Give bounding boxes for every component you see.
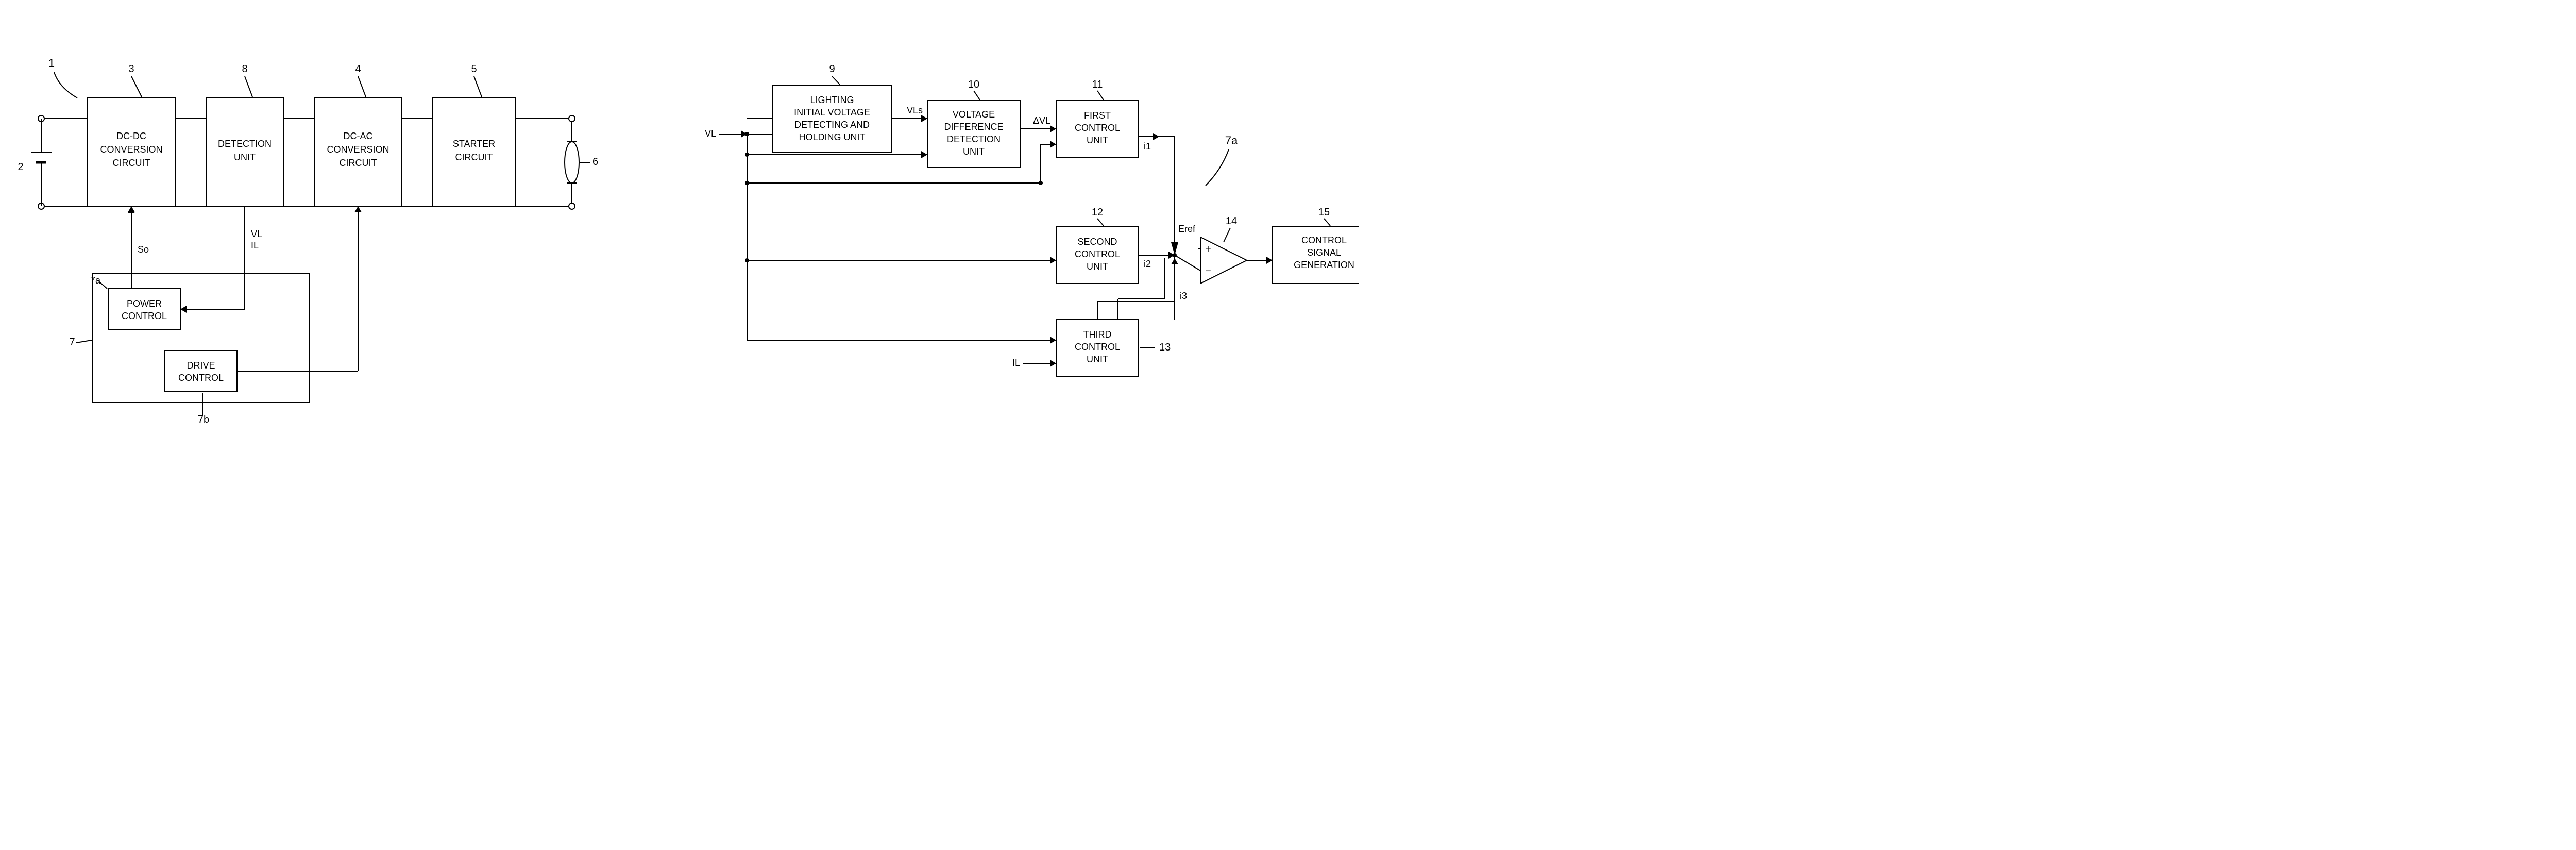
block-diagram: 12DC-DCCONVERSIONCIRCUIT3DETECTIONUNIT8D… (10, 10, 1359, 436)
svg-text:POWER: POWER (127, 298, 162, 309)
svg-text:CONVERSION: CONVERSION (100, 144, 162, 155)
svg-text:DETECTION: DETECTION (218, 139, 272, 149)
svg-text:Eref: Eref (1178, 224, 1196, 234)
svg-text:CONTROL: CONTROL (1301, 235, 1347, 245)
svg-text:CIRCUIT: CIRCUIT (340, 158, 377, 168)
svg-text:STARTER: STARTER (453, 139, 495, 149)
svg-text:13: 13 (1159, 342, 1171, 353)
svg-text:7b: 7b (198, 414, 209, 425)
svg-text:4: 4 (355, 63, 361, 75)
svg-text:UNIT: UNIT (1087, 135, 1108, 145)
svg-text:GENERATION: GENERATION (1294, 260, 1354, 270)
svg-text:SECOND: SECOND (1077, 237, 1117, 247)
svg-text:7a: 7a (1225, 134, 1238, 147)
svg-text:IL: IL (1012, 358, 1020, 368)
svg-text:UNIT: UNIT (1087, 354, 1108, 364)
svg-text:CONTROL: CONTROL (1075, 123, 1120, 133)
svg-text:CIRCUIT: CIRCUIT (455, 152, 493, 162)
svg-text:9: 9 (829, 63, 835, 75)
svg-text:i2: i2 (1144, 259, 1151, 269)
svg-text:CONTROL: CONTROL (122, 311, 167, 321)
svg-text:HOLDING UNIT: HOLDING UNIT (799, 132, 865, 142)
svg-text:DIFFERENCE: DIFFERENCE (944, 122, 1003, 132)
svg-text:CONVERSION: CONVERSION (327, 144, 389, 155)
svg-text:LIGHTING: LIGHTING (810, 95, 854, 105)
svg-text:UNIT: UNIT (1087, 261, 1108, 272)
svg-text:2: 2 (18, 161, 23, 173)
svg-text:DETECTING AND: DETECTING AND (794, 120, 870, 130)
svg-text:6: 6 (592, 156, 598, 168)
svg-text:INITIAL VOLTAGE: INITIAL VOLTAGE (794, 107, 870, 118)
svg-text:UNIT: UNIT (234, 152, 256, 162)
svg-text:8: 8 (242, 63, 247, 75)
svg-text:10: 10 (968, 79, 979, 90)
svg-text:+: + (1205, 244, 1211, 255)
svg-text:7a: 7a (90, 275, 101, 286)
svg-text:VL: VL (705, 128, 716, 139)
svg-text:VOLTAGE: VOLTAGE (953, 109, 995, 120)
svg-text:DETECTION: DETECTION (947, 134, 1001, 144)
svg-text:−: − (1205, 265, 1211, 277)
svg-text:i3: i3 (1180, 291, 1187, 301)
svg-text:12: 12 (1092, 207, 1103, 218)
svg-text:1: 1 (48, 57, 55, 70)
svg-text:DC-DC: DC-DC (116, 131, 146, 141)
svg-text:FIRST: FIRST (1084, 110, 1111, 121)
svg-text:So: So (138, 244, 149, 255)
svg-text:DC-AC: DC-AC (344, 131, 373, 141)
svg-text:CONTROL: CONTROL (1075, 249, 1120, 259)
svg-text:ΔVL: ΔVL (1033, 115, 1050, 126)
svg-text:DRIVE: DRIVE (187, 360, 215, 371)
svg-text:CIRCUIT: CIRCUIT (113, 158, 150, 168)
svg-text:CONTROL: CONTROL (1075, 342, 1120, 352)
svg-text:7: 7 (69, 337, 75, 348)
svg-text:i1: i1 (1144, 141, 1151, 152)
svg-text:SIGNAL: SIGNAL (1307, 247, 1341, 258)
svg-text:VL: VL (251, 229, 262, 239)
svg-text:5: 5 (471, 63, 477, 75)
svg-text:THIRD: THIRD (1083, 329, 1112, 340)
svg-text:IL: IL (251, 240, 259, 251)
svg-text:VLs: VLs (907, 105, 923, 115)
svg-text:11: 11 (1092, 79, 1103, 90)
svg-text:14: 14 (1226, 215, 1237, 227)
svg-text:15: 15 (1318, 207, 1330, 218)
svg-text:3: 3 (128, 63, 134, 75)
svg-text:UNIT: UNIT (963, 146, 985, 157)
svg-text:CONTROL: CONTROL (178, 373, 224, 383)
